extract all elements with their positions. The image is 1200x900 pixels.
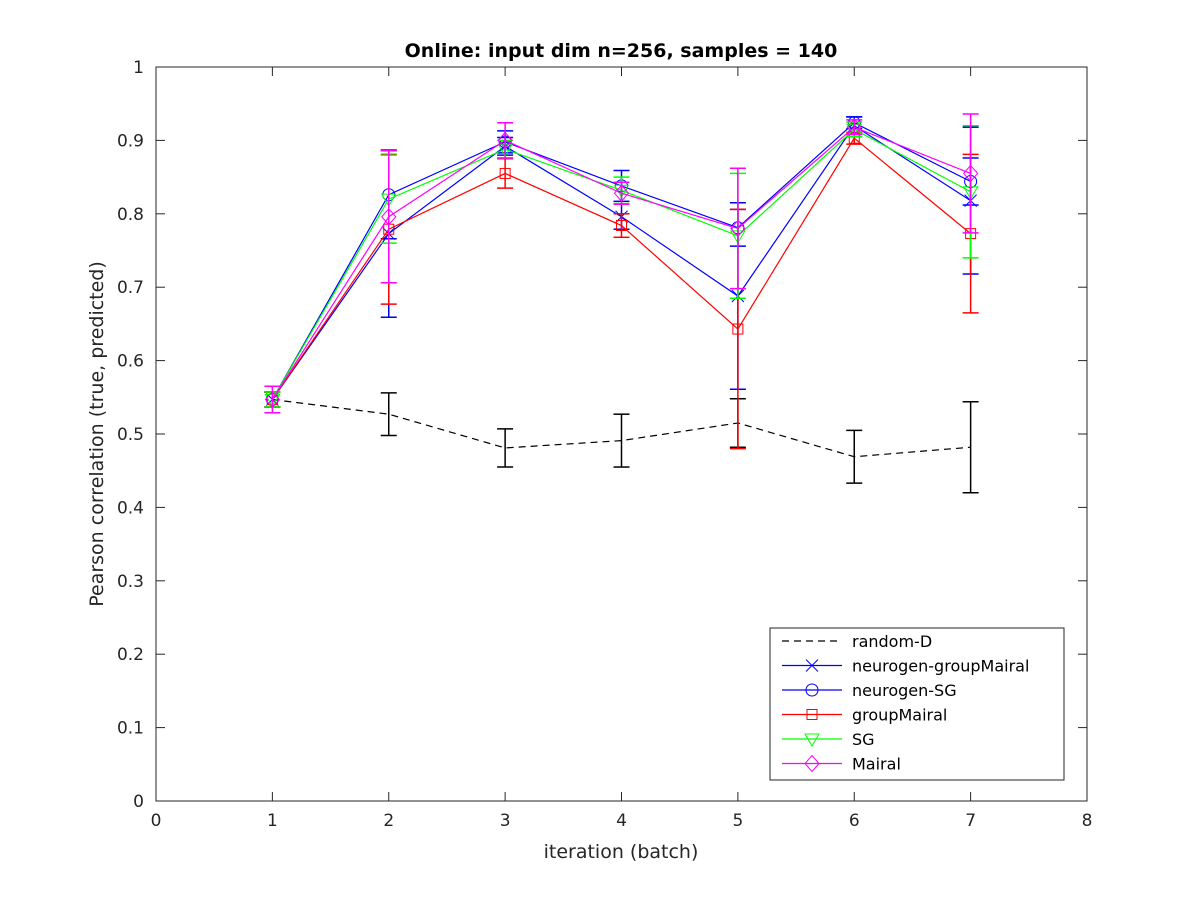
y-tick-label: 0.7 (117, 278, 144, 298)
chart-title: Online: input dim n=256, samples = 140 (405, 40, 838, 62)
y-tick-label: 0.3 (117, 572, 144, 592)
y-tick-label: 0.6 (117, 352, 144, 372)
series-mairal (264, 113, 979, 414)
legend-marker (804, 733, 820, 747)
x-tick-label: 1 (267, 811, 278, 831)
legend-label: SG (852, 730, 875, 749)
x-tick-label: 5 (732, 811, 743, 831)
y-tick-label: 0.4 (117, 498, 144, 518)
legend-label: neurogen-SG (852, 681, 957, 700)
legend-entry: random-D (782, 632, 932, 651)
data-point (497, 131, 513, 150)
data-point (732, 323, 744, 335)
error-bar (846, 429, 863, 484)
error-bar (962, 400, 979, 494)
data-point (616, 220, 627, 232)
error-bar (497, 428, 514, 468)
y-tick-label: 1 (133, 58, 144, 78)
x-tick-label: 3 (500, 811, 511, 831)
legend-entry: neurogen-SG (782, 681, 957, 700)
error-bar (264, 385, 281, 414)
legend-label: random-D (852, 632, 932, 651)
data-point (381, 207, 397, 226)
data-point (613, 184, 630, 203)
error-bar (613, 413, 630, 468)
axis-ticks: 0 1 2 3 4 5 6 7 8 0 0.1 0.2 0.3 0.4 0.5 0.6 0.7 0.8 0.9 1 (117, 58, 1092, 831)
data-point (730, 219, 746, 238)
error-bar (962, 113, 979, 234)
y-tick-label: 0.1 (117, 719, 144, 739)
plot-area (264, 113, 979, 494)
x-tick-label: 8 (1082, 811, 1093, 831)
legend-entry: groupMairal (782, 706, 947, 725)
legend-entry: Mairal (782, 755, 901, 774)
legend-entry: SG (782, 730, 875, 749)
x-tick-label: 0 (151, 811, 162, 831)
data-point (962, 164, 979, 183)
legend-label: neurogen-groupMairal (852, 657, 1029, 676)
x-tick-label: 4 (616, 811, 627, 831)
y-tick-label: 0.5 (117, 425, 144, 445)
data-point (499, 167, 511, 179)
legend-marker (805, 683, 819, 697)
legend-entry: neurogen-groupMairal (782, 657, 1029, 676)
y-tick-label: 0 (133, 792, 144, 812)
data-point (846, 118, 862, 136)
y-tick-label: 0.2 (117, 645, 144, 665)
legend-marker (805, 659, 819, 672)
data-point (264, 390, 281, 409)
legend-box (769, 627, 1065, 781)
legend-label: Mairal (852, 755, 901, 774)
legend-marker (804, 754, 820, 773)
legend-marker (806, 709, 818, 720)
x-tick-label: 6 (849, 811, 860, 831)
error-bar (380, 149, 397, 284)
y-tick-label: 0.8 (117, 205, 144, 225)
error-bar (497, 122, 514, 159)
legend: random-D neurogen-groupMairal neurogen-SG g… (769, 627, 1065, 781)
error-bar (380, 392, 397, 437)
x-axis-label: iteration (batch) (544, 841, 699, 863)
legend-label: groupMairal (852, 706, 947, 725)
y-axis-label: Pearson correlation (true, predicted) (86, 261, 108, 607)
x-tick-label: 2 (383, 811, 394, 831)
y-tick-label: 0.9 (117, 131, 144, 151)
error-bar (613, 213, 630, 239)
x-tick-label: 7 (965, 811, 976, 831)
error-bar (729, 167, 746, 290)
